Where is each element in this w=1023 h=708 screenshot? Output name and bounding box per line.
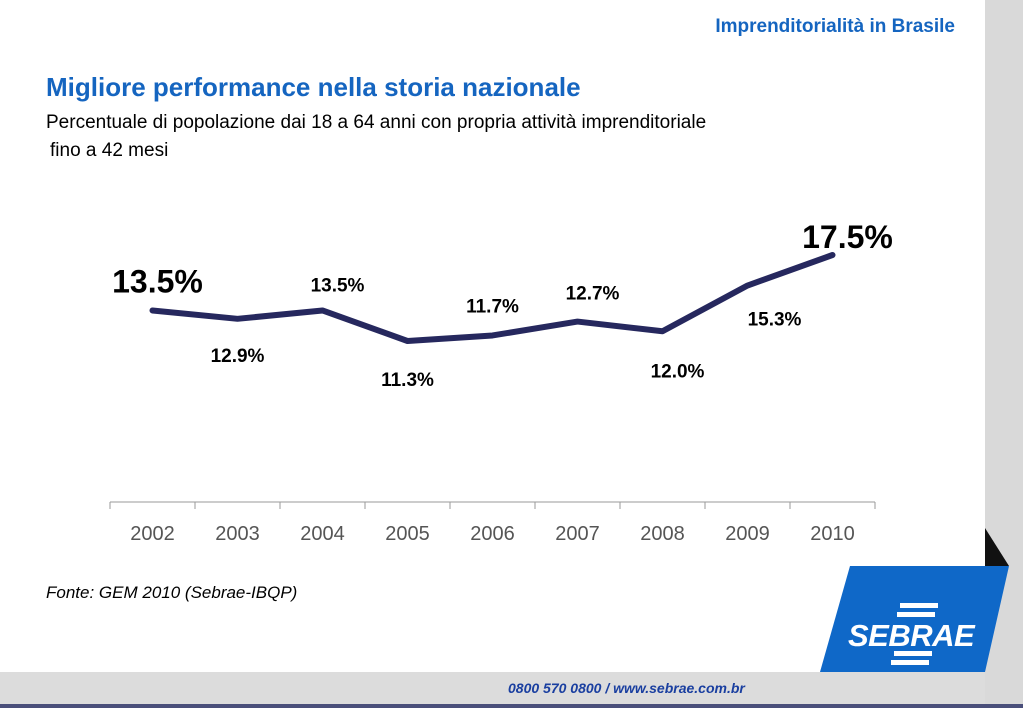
data-labels: 13.5% 12.9% 13.5% 11.3% 11.7% 12.7% 12.0% 15.3%… bbox=[112, 219, 893, 391]
x-tick-label-2006: 2006 bbox=[470, 523, 515, 545]
x-tick-label-2003: 2003 bbox=[215, 523, 260, 545]
footer-contact: 0800 570 0800 / www.sebrae.com.br bbox=[508, 680, 745, 696]
subtitle-line-2: fino a 42 mesi bbox=[50, 140, 169, 161]
x-tick-label-2008: 2008 bbox=[640, 523, 685, 545]
x-tick-label-2002: 2002 bbox=[130, 523, 175, 545]
data-label-2006: 11.7% bbox=[466, 296, 519, 317]
x-tick-label-2005: 2005 bbox=[385, 523, 430, 545]
x-tick-label-2007: 2007 bbox=[555, 523, 600, 545]
page-title: Migliore performance nella storia nazion… bbox=[46, 72, 581, 102]
footer-band bbox=[0, 672, 985, 708]
logo-bar-3 bbox=[894, 651, 932, 656]
logo-bar-top bbox=[900, 603, 938, 608]
logo-bar-bottom bbox=[891, 660, 929, 665]
data-label-2008: 12.0% bbox=[651, 361, 705, 382]
source-note: Fonte: GEM 2010 (Sebrae-IBQP) bbox=[46, 583, 298, 602]
data-label-2010: 17.5% bbox=[802, 219, 893, 255]
x-tick-labels: 2002 2003 2004 2005 2006 2007 2008 2009 2010 bbox=[130, 523, 855, 545]
logo-text: SEBRAE bbox=[848, 618, 975, 653]
x-tick-label-2004: 2004 bbox=[300, 523, 345, 545]
x-axis bbox=[109, 501, 876, 509]
x-tick-label-2010: 2010 bbox=[810, 523, 855, 545]
data-label-2009: 15.3% bbox=[748, 310, 802, 331]
data-label-2002: 13.5% bbox=[112, 263, 203, 299]
data-label-2005: 11.3% bbox=[381, 370, 434, 391]
header-title: Imprenditorialità in Brasile bbox=[715, 16, 955, 37]
footer-line bbox=[0, 704, 1023, 708]
logo-background bbox=[820, 566, 1009, 672]
data-label-2004: 13.5% bbox=[311, 275, 365, 296]
data-label-2007: 12.7% bbox=[566, 284, 620, 305]
subtitle-line-1: Percentuale di popolazione dai 18 a 64 a… bbox=[46, 112, 707, 133]
series-line-group bbox=[149, 252, 836, 344]
logo-bar-2 bbox=[897, 612, 935, 617]
logo-shadow-triangle bbox=[985, 528, 1009, 566]
x-tick-label-2009: 2009 bbox=[725, 523, 770, 545]
data-label-2003: 12.9% bbox=[211, 346, 265, 367]
